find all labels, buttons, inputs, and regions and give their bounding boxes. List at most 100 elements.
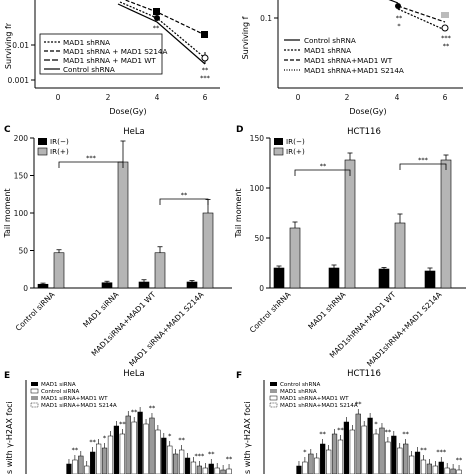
- panel-f-legend-label: MAD1 shRNA+MAD1 S214A: [280, 403, 358, 409]
- panel-f-legend: Control shRNA MAD1 shRNA MAD1 shRNA+MAD1…: [269, 382, 358, 409]
- panel-d-bars: [273, 152, 452, 289]
- ytick-label: 100: [14, 209, 29, 218]
- bar: [308, 453, 314, 474]
- bar: [214, 467, 220, 474]
- panel-b: Surviving f 0.1 0 2 4 6 Dose(Gy) * ** * …: [241, 0, 463, 116]
- bar: [403, 443, 409, 474]
- bar-ir-plus: [53, 252, 65, 289]
- panel-a-sig: **: [153, 24, 160, 32]
- significance-label: ***: [436, 448, 447, 456]
- bar: [95, 443, 102, 474]
- ytick-label: 150: [250, 134, 265, 143]
- bar: [184, 457, 191, 474]
- ytick-label: 0: [23, 284, 28, 293]
- panel-e-letter: E: [4, 371, 10, 381]
- panel-e: E HeLa s with γ-H2AX foci **** ***** *** **…: [4, 369, 233, 474]
- panel-d-y-label: Tail moment: [234, 188, 243, 238]
- significance-label: **: [72, 446, 79, 454]
- panel-e-title: HeLa: [123, 369, 145, 379]
- bar-ir-minus: [138, 281, 150, 289]
- panel-c-title: HeLa: [123, 127, 145, 137]
- bar: [131, 421, 137, 474]
- significance-label: **: [355, 400, 362, 408]
- bar: [155, 429, 161, 474]
- ytick-label: 200: [14, 134, 29, 143]
- panel-e-legend: MAD1 siRNA Control siRNA MAD1 siRNA+MAD1…: [30, 382, 117, 409]
- bar: [432, 465, 438, 474]
- bar-ir-plus: [394, 222, 406, 289]
- panel-d-letter: D: [236, 125, 243, 135]
- bar-ir-minus: [37, 283, 49, 289]
- bar: [379, 427, 385, 474]
- category-label: MAD1 siRNA: [81, 289, 121, 329]
- bar-ir-plus: [440, 159, 452, 289]
- bar-ir-minus: [186, 281, 198, 289]
- panel-c-bars: [37, 140, 214, 289]
- panel-b-xtick-label: 4: [395, 93, 400, 102]
- significance-label: **: [319, 430, 326, 438]
- panel-b-sig: **: [396, 14, 403, 22]
- bar: [426, 463, 433, 474]
- bar: [190, 461, 197, 474]
- panel-c-legend-label: IR(−): [50, 137, 69, 146]
- panel-c-bracket: [159, 198, 209, 205]
- significance-label: *: [374, 420, 378, 428]
- ytick-label: 50: [254, 234, 264, 243]
- bar: [349, 429, 355, 474]
- panel-f-legend-label: MAD1 shRNA: [280, 389, 317, 395]
- panel-d-legend: IR(−) IR(+): [273, 137, 305, 156]
- panel-c-legend-label: IR(+): [50, 147, 69, 156]
- bar: [84, 465, 90, 474]
- bar: [302, 461, 308, 474]
- bar-ir-plus: [202, 212, 214, 289]
- panel-b-sig: *: [397, 6, 401, 14]
- panel-c-yticks: 0 50 100 150 200: [14, 134, 34, 293]
- bar: [361, 425, 367, 474]
- panel-b-line: [397, 5, 446, 23]
- panel-b-xtick-label: 2: [345, 93, 350, 102]
- bar: [107, 435, 114, 474]
- panel-f-y-label: s with γ-H2AX foci: [243, 401, 252, 474]
- bar: [208, 463, 214, 474]
- bar-ir-minus: [378, 268, 390, 289]
- bar: [314, 457, 320, 474]
- bar: [444, 467, 450, 474]
- significance-label: **: [402, 430, 409, 438]
- panel-b-line: [388, 0, 399, 4]
- panel-a-line-s214a: [117, 3, 206, 65]
- bar: [337, 439, 344, 474]
- panel-e-significance: **** ***** *** ***** ****: [72, 404, 233, 463]
- panel-d-title: HCT116: [347, 127, 381, 137]
- bar: [450, 468, 456, 474]
- panel-f-legend-label: MAD1 shRNA+MAD1 WT: [280, 396, 349, 402]
- panel-c-sig: ***: [86, 154, 97, 162]
- bar: [125, 415, 131, 474]
- significance-label: **: [337, 426, 344, 434]
- panel-a-y-label: Surviving fr: [4, 22, 13, 69]
- panel-a-xtick-label: 6: [203, 93, 208, 102]
- panel-b-marker: [441, 12, 449, 18]
- panel-d-legend-label: IR(+): [286, 147, 305, 156]
- panel-d-sig: ***: [418, 156, 429, 164]
- panel-a-legend-label: MAD1 shRNA + MAD1 WT: [63, 56, 156, 65]
- significance-label: **: [456, 456, 463, 464]
- bar-ir-plus: [154, 252, 166, 289]
- panel-f-letter: F: [236, 371, 242, 381]
- panel-c-sig: **: [181, 191, 188, 199]
- bar: [367, 417, 373, 474]
- panel-a-x-label: Dose(Gy): [109, 107, 146, 116]
- bar: [137, 411, 143, 474]
- bar: [456, 469, 462, 474]
- panel-e-legend-label: MAD1 siRNA+MAD1 S214A: [41, 403, 117, 409]
- panel-a-marker: [154, 15, 160, 21]
- panel-a-legend-label: MAD1 shRNA: [63, 38, 110, 47]
- bar: [397, 447, 403, 474]
- panel-d: D HCT116 Tail moment 0 50 100 150 Control s…: [234, 125, 466, 368]
- panel-c-legend-swatch-ir-plus: [37, 147, 48, 156]
- panel-f-significance: *** ******* **** *****: [303, 400, 463, 464]
- bar: [119, 433, 125, 474]
- category-label: Control shRNA: [248, 289, 293, 334]
- bar-ir-plus: [344, 159, 356, 289]
- panel-a-marker: [201, 31, 208, 38]
